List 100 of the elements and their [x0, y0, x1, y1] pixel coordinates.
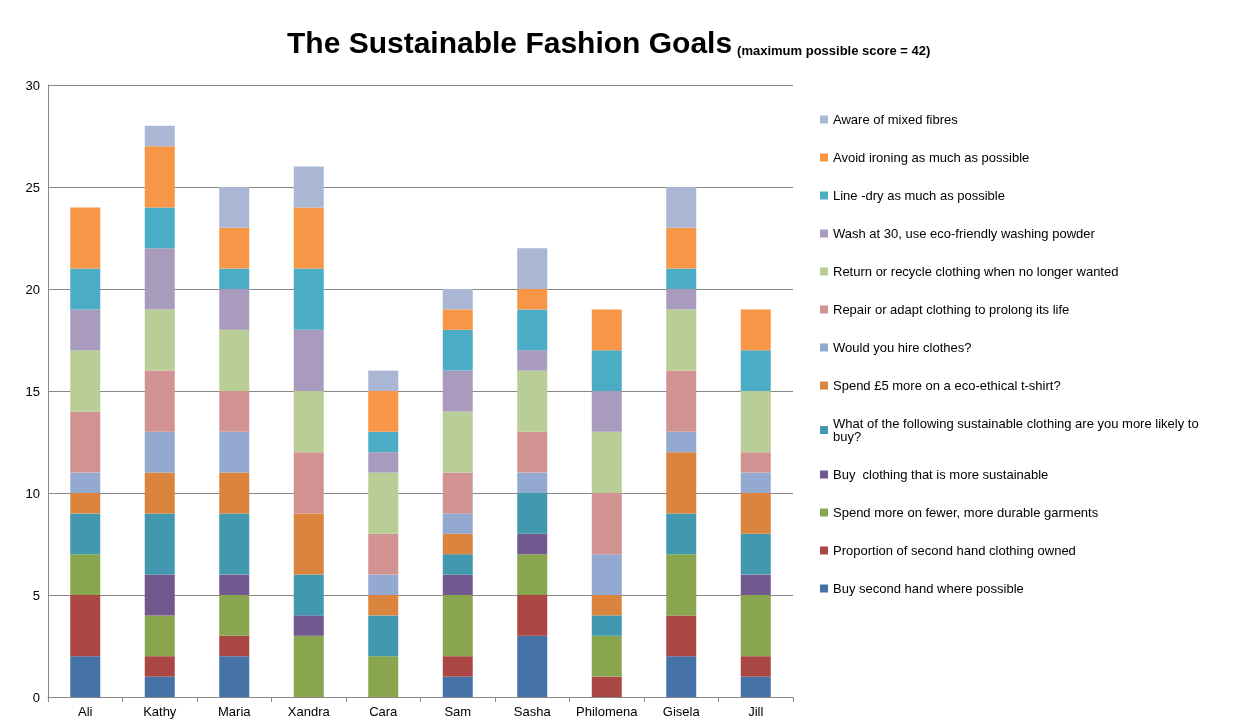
bar — [666, 554, 697, 616]
bar — [70, 411, 101, 473]
bar — [293, 207, 324, 269]
bar — [368, 533, 399, 575]
bar — [740, 574, 771, 595]
bar — [219, 513, 250, 575]
bar — [591, 431, 622, 493]
bar — [517, 309, 548, 351]
bar — [293, 391, 324, 453]
y-tick-label: 10 — [25, 485, 40, 501]
bar — [144, 309, 175, 371]
bar — [666, 513, 697, 555]
bar — [740, 656, 771, 677]
bar — [666, 309, 697, 371]
legend-label: Return or recycle clothing when no longer wanted — [833, 264, 1119, 279]
bar — [144, 513, 175, 575]
bar — [442, 574, 473, 595]
bar — [740, 533, 771, 575]
bar — [219, 595, 250, 636]
bar — [666, 452, 697, 514]
bar — [666, 370, 697, 432]
bar — [144, 656, 175, 677]
y-tick-label: 15 — [25, 383, 40, 399]
bar — [144, 370, 175, 432]
x-tick-label: Jill — [748, 704, 764, 719]
bar — [591, 391, 622, 432]
bar — [219, 574, 250, 595]
bar — [144, 574, 175, 616]
bar — [70, 268, 101, 310]
bar — [517, 431, 548, 473]
bar — [666, 289, 697, 310]
bar — [517, 472, 548, 493]
y-tick-label: 25 — [25, 179, 40, 195]
bar — [293, 513, 324, 575]
bar — [517, 533, 548, 555]
bar — [368, 472, 399, 534]
legend-label: Spend £5 more on a eco-ethical t-shirt? — [833, 378, 1061, 393]
bar — [144, 146, 175, 208]
bar — [368, 391, 399, 432]
bar — [70, 513, 101, 555]
bar — [70, 493, 101, 514]
bar — [442, 595, 473, 657]
bar — [144, 615, 175, 657]
bar — [442, 656, 473, 677]
bar — [70, 350, 101, 412]
bar — [293, 268, 324, 330]
legend-label: Wash at 30, use eco-friendly washing powder — [833, 226, 1096, 241]
bar — [591, 309, 622, 351]
bar — [442, 309, 473, 330]
legend-label: Buy clothing that is more sustainable — [833, 467, 1049, 482]
bar — [368, 574, 399, 595]
bar — [219, 187, 250, 228]
x-tick-label: Gisela — [662, 704, 701, 719]
bar — [517, 248, 548, 289]
bar — [740, 391, 771, 453]
legend-label: Buy second hand where possible — [833, 581, 1024, 596]
bar — [368, 595, 399, 616]
legend-label: Aware of mixed fibres — [833, 112, 959, 127]
bar — [591, 635, 622, 677]
bar — [219, 391, 250, 432]
legend-label: Spend more on fewer, more durable garments — [833, 505, 1099, 520]
x-tick-label: Kathy — [143, 704, 177, 719]
bar — [517, 595, 548, 636]
bar — [591, 676, 622, 697]
bar — [144, 125, 175, 147]
bar — [666, 615, 697, 657]
x-tick-label: Xandra — [287, 704, 331, 719]
bar — [219, 472, 250, 514]
bar — [219, 227, 250, 269]
bar — [144, 472, 175, 514]
bar — [293, 329, 324, 391]
bar — [70, 554, 101, 595]
bar — [442, 676, 473, 697]
y-tick-label: 5 — [32, 587, 40, 603]
bar — [740, 309, 771, 351]
bar — [144, 676, 175, 697]
bar — [219, 635, 250, 657]
chart-title: The Sustainable Fashion Goals — [287, 25, 733, 59]
bar — [740, 493, 771, 534]
bar — [442, 513, 473, 534]
x-tick-label: Ali — [78, 704, 93, 719]
bar — [740, 676, 771, 697]
bar — [368, 370, 399, 391]
legend-label: What of the following sustainable clothing are you more likely to buy? — [833, 416, 1203, 444]
bar — [442, 411, 473, 473]
bar — [740, 350, 771, 391]
bar — [591, 554, 622, 595]
bar — [219, 656, 250, 697]
bar — [293, 635, 324, 697]
bar — [442, 533, 473, 555]
x-tick-label: Philomena — [576, 704, 639, 719]
bar — [368, 615, 399, 657]
bar — [517, 635, 548, 697]
text: (maximum possible score = 42) — [737, 43, 931, 58]
x-tick-label: Cara — [369, 704, 399, 719]
bar — [740, 595, 771, 657]
bar — [70, 309, 101, 351]
bar — [666, 227, 697, 269]
bar — [666, 656, 697, 697]
bar — [591, 493, 622, 555]
